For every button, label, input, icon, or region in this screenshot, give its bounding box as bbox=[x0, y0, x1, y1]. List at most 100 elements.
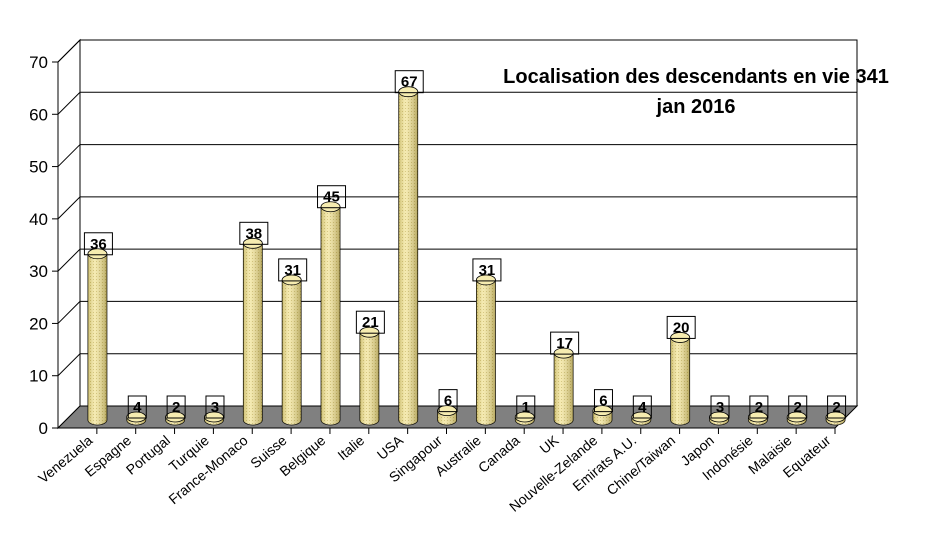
bar-Venezuela bbox=[87, 248, 108, 426]
bar-Emirats A.U. bbox=[631, 411, 652, 426]
gridline-20 bbox=[57, 300, 857, 324]
bar-Equateur bbox=[825, 411, 846, 426]
bar-Singapour bbox=[437, 405, 457, 426]
chart-title-line-1: Localisation des descendants en vie 341 bbox=[503, 66, 889, 88]
chart-title-line-2: jan 2016 bbox=[656, 96, 736, 118]
bar-cap bbox=[87, 248, 108, 260]
bar-Chine/Taiwan bbox=[670, 332, 691, 426]
y-tick-label: 10 bbox=[29, 367, 48, 386]
bar-cap bbox=[670, 332, 691, 343]
bar-Belgique bbox=[320, 201, 341, 426]
data-labels: 36 4 2 3 38 31 45 21 67 6 31 1 17 6 4 20 3 2 2 2 bbox=[83, 70, 847, 419]
data-label-box bbox=[166, 395, 186, 419]
data-label-box bbox=[827, 395, 847, 419]
data-label: 2 bbox=[794, 399, 802, 416]
y-tick-label: 70 bbox=[29, 53, 48, 72]
gridline-40 bbox=[57, 196, 857, 220]
plot-walls bbox=[57, 38, 858, 430]
data-label: 31 bbox=[479, 262, 496, 279]
data-label-box bbox=[516, 395, 536, 419]
bar-shade bbox=[359, 332, 379, 425]
bar-shade bbox=[282, 279, 302, 425]
gridline-60 bbox=[57, 91, 857, 115]
bar-Turquie bbox=[204, 411, 224, 426]
data-label-box bbox=[278, 258, 308, 282]
bar-Australie bbox=[476, 274, 496, 426]
data-label: 67 bbox=[401, 74, 418, 91]
x-tick-label: Portugal bbox=[123, 432, 173, 478]
bar-cap bbox=[320, 201, 341, 213]
bar-cap bbox=[242, 237, 263, 249]
gridline-70 bbox=[57, 39, 857, 63]
data-label-box bbox=[205, 395, 225, 419]
bar-shade bbox=[398, 91, 418, 425]
data-label-box bbox=[355, 310, 385, 334]
x-tick-label: USA bbox=[374, 432, 407, 463]
x-tick-label: Italie bbox=[334, 432, 367, 463]
bar-shade bbox=[243, 243, 263, 426]
y-tick-label: 40 bbox=[29, 210, 48, 229]
x-tick-label: Chine/Taiwan bbox=[603, 432, 678, 498]
bar-UK bbox=[553, 347, 574, 426]
bar-Malaisie bbox=[786, 411, 807, 426]
bar-Nouvelle-Zelande bbox=[592, 405, 613, 426]
data-label: 2 bbox=[832, 399, 840, 416]
bar-cap bbox=[476, 274, 496, 286]
data-label-box bbox=[239, 221, 269, 245]
y-axis: 0 10 20 30 40 50 60 70 bbox=[29, 53, 59, 438]
data-label: 38 bbox=[245, 225, 262, 242]
data-label: 1 bbox=[522, 399, 530, 416]
bar-shade bbox=[670, 337, 690, 425]
data-label: 17 bbox=[556, 335, 573, 352]
data-label: 2 bbox=[172, 399, 180, 416]
x-axis: VenezuelaEspagnePortugalTurquieFrance-Mo… bbox=[35, 427, 836, 515]
x-tick-label: UK bbox=[536, 432, 562, 457]
data-label-box bbox=[550, 331, 580, 355]
data-label: 21 bbox=[362, 314, 379, 331]
data-label-box bbox=[593, 389, 613, 413]
data-label-box bbox=[632, 395, 652, 419]
bar-Espagne bbox=[126, 411, 147, 426]
bar-Canada bbox=[514, 411, 535, 426]
bar-France-Monaco bbox=[242, 237, 263, 426]
y-tick-label: 20 bbox=[29, 314, 48, 333]
data-label: 2 bbox=[755, 399, 763, 416]
bar-Indonésie bbox=[747, 411, 768, 426]
bar-shade bbox=[476, 279, 496, 425]
data-label-box bbox=[83, 232, 113, 256]
data-label-box bbox=[666, 315, 696, 339]
y-tick-label: 50 bbox=[29, 158, 48, 177]
bar-Japon bbox=[709, 411, 729, 426]
bar-shade bbox=[554, 353, 574, 425]
bar-cap bbox=[398, 86, 419, 98]
data-label-box bbox=[710, 395, 730, 419]
y-tick-label: 0 bbox=[39, 419, 48, 438]
bar-USA bbox=[398, 86, 419, 426]
data-label: 6 bbox=[599, 393, 607, 410]
bar-shade bbox=[321, 206, 341, 425]
back-wall bbox=[79, 39, 858, 407]
bar-Suisse bbox=[281, 274, 302, 426]
data-label-box bbox=[788, 395, 808, 419]
data-label: 31 bbox=[284, 262, 301, 279]
data-label: 4 bbox=[133, 399, 142, 416]
data-label: 6 bbox=[444, 393, 452, 410]
data-label-box bbox=[438, 389, 458, 413]
gridline-30 bbox=[57, 248, 857, 272]
data-label: 4 bbox=[638, 399, 647, 416]
x-tick-label: Canada bbox=[475, 432, 523, 476]
gridline-50 bbox=[57, 144, 857, 167]
bar-cap bbox=[281, 274, 302, 286]
data-label-box bbox=[317, 185, 347, 209]
data-label: 20 bbox=[673, 319, 690, 336]
y-tick-label: 30 bbox=[29, 262, 48, 281]
bar-Portugal bbox=[165, 411, 186, 426]
x-tick-label: Venezuela bbox=[35, 432, 96, 486]
data-label-box bbox=[472, 258, 502, 282]
gridlines bbox=[57, 39, 857, 377]
bars bbox=[87, 86, 846, 426]
data-label: 45 bbox=[323, 189, 340, 206]
data-label-box bbox=[749, 395, 769, 419]
data-label: 3 bbox=[716, 399, 724, 416]
